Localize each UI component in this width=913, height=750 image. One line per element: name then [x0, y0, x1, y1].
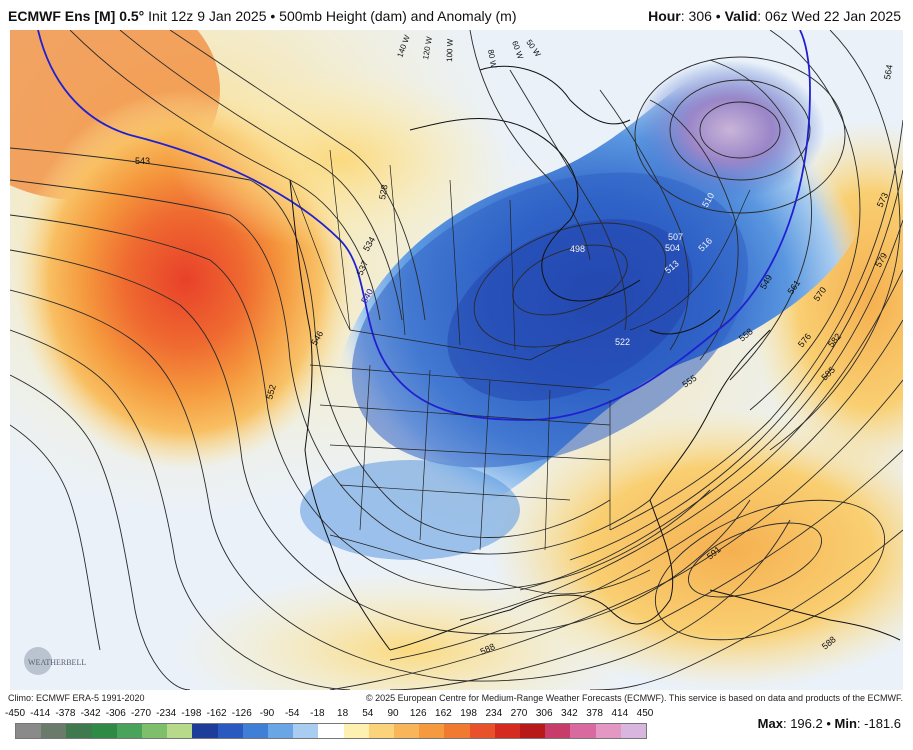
colorbar-swatch [268, 724, 294, 738]
colorbar-label: 54 [362, 708, 374, 719]
colorbar-swatch [318, 724, 344, 738]
colorbar-label: -270 [130, 708, 152, 719]
hour-separator: • [711, 8, 725, 24]
colorbar-swatch [394, 724, 420, 738]
colorbar-swatch [116, 724, 143, 738]
min-label: Min [834, 716, 857, 731]
anomaly-map: 543 528 534 537 540 546 552 498 504 507 … [10, 30, 903, 690]
min-value: : -181.6 [856, 716, 901, 731]
valid-label: Valid [724, 8, 758, 24]
contour-label-507: 507 [668, 232, 683, 242]
colorbar-label: -342 [80, 708, 101, 719]
colorbar-swatch [419, 724, 445, 738]
colorbar-labels: -450 -414 -378 -342 -306 -270 -234 -198 -162 -126… [5, 708, 653, 722]
colorbar-label: -18 [310, 708, 325, 719]
valid-value: : 06z Wed 22 Jan 2025 [757, 8, 901, 24]
colorbar-label: 306 [535, 708, 553, 719]
degree-symbol: ° [138, 8, 145, 24]
colorbar-label: -162 [206, 708, 227, 719]
weatherbell-logo: WEATHERBELL [24, 647, 86, 675]
contour-label-498: 498 [570, 244, 585, 254]
model-name: ECMWF Ens [M] 0.5 [8, 8, 139, 24]
colorbar-swatch [142, 724, 168, 738]
colorbar-label: 270 [510, 708, 528, 719]
colorbar-swatch [368, 724, 395, 738]
colorbar-swatch [595, 724, 621, 738]
hour-value: : 306 [680, 8, 712, 24]
longitude-label-100w: 100 W [445, 38, 455, 62]
header-bar: ECMWF Ens [M] 0.5° Init 12z 9 Jan 2025 •… [0, 0, 913, 30]
contour-label-543: 543 [135, 156, 150, 166]
contour-label-528: 528 [377, 184, 389, 201]
anomaly-colorbar: -450 -414 -378 -342 -306 -270 -234 -198 -162 -126… [5, 708, 653, 748]
colorbar-swatch [192, 724, 218, 738]
coastlines [289, 65, 901, 651]
stats-separator: • [822, 716, 835, 731]
colorbar-label: -126 [231, 708, 252, 719]
colorbar-swatch [494, 724, 521, 738]
colorbar-label: -54 [284, 708, 300, 719]
colorbar-swatch [167, 724, 193, 738]
colorbar-label: -306 [105, 708, 126, 719]
contour-label-522: 522 [615, 337, 630, 347]
colorbar-label: 18 [337, 708, 349, 719]
product-name: 500mb Height (dam) and Anomaly (m) [279, 8, 517, 24]
colorbar-swatch [91, 724, 117, 738]
colorbar-label: 126 [409, 708, 427, 719]
map-panel: 543 528 534 537 540 546 552 498 504 507 … [10, 30, 903, 690]
copyright-note: © 2025 European Centre for Medium-Range … [365, 693, 903, 703]
colorbar-label: -234 [156, 708, 177, 719]
colorbar-label: -90 [259, 708, 275, 719]
colorbar-label: 414 [611, 708, 629, 719]
hour-label: Hour [648, 8, 681, 24]
max-value: : 196.2 [782, 716, 823, 731]
colorbar-swatch [520, 724, 546, 738]
colorbar-strip [15, 723, 647, 739]
init-time: Init 12z 9 Jan 2025 [144, 8, 267, 24]
political-boundaries [289, 149, 751, 595]
colorbar-label: 198 [460, 708, 477, 719]
colorbar-label: -198 [181, 708, 202, 719]
contour-label-564: 564 [882, 64, 894, 81]
contour-label-504: 504 [665, 243, 680, 253]
contour-label-552: 552 [264, 383, 278, 400]
valid-time-info: Hour: 306 • Valid: 06z Wed 22 Jan 2025 [648, 8, 901, 24]
colorbar-swatch [16, 724, 42, 738]
colorbar-label: -450 [4, 708, 26, 719]
max-min-stats: Max: 196.2 • Min: -181.6 [758, 716, 901, 731]
colorbar-swatch [620, 724, 647, 738]
colorbar-swatch [293, 724, 319, 738]
colorbar-label: 342 [561, 708, 578, 719]
anomaly-shading [10, 30, 903, 690]
logo-text: WEATHERBELL [28, 658, 86, 667]
colorbar-swatch [343, 724, 369, 738]
longitude-label-120w: 120 W [421, 36, 434, 61]
colorbar-swatch [444, 724, 470, 738]
colorbar-label: 450 [636, 708, 654, 719]
colorbar-label: 378 [586, 708, 603, 719]
zero-anomaly-line [37, 30, 811, 421]
height-contours [10, 30, 903, 690]
upper-low [635, 60, 825, 200]
colorbar-swatch [41, 724, 67, 738]
longitude-label-80w: 80 W [486, 49, 498, 69]
colorbar-label: 162 [435, 708, 452, 719]
colorbar-swatch [570, 724, 596, 738]
colorbar-label: 234 [485, 708, 503, 719]
colorbar-swatch [242, 724, 269, 738]
colorbar-label: -414 [30, 708, 51, 719]
colorbar-swatch [66, 724, 92, 738]
colorbar-label: -378 [55, 708, 76, 719]
colorbar-label: 90 [387, 708, 399, 719]
max-label: Max [757, 716, 783, 731]
map-title: ECMWF Ens [M] 0.5° Init 12z 9 Jan 2025 •… [8, 8, 517, 24]
climo-note: Climo: ECMWF ERA-5 1991-2020 [8, 693, 145, 703]
colorbar-swatch [469, 724, 495, 738]
footer-bar: Climo: ECMWF ERA-5 1991-2020 © 2025 Euro… [0, 690, 913, 706]
title-separator: • [266, 8, 280, 24]
colorbar-swatch [545, 724, 571, 738]
colorbar-swatch [217, 724, 243, 738]
